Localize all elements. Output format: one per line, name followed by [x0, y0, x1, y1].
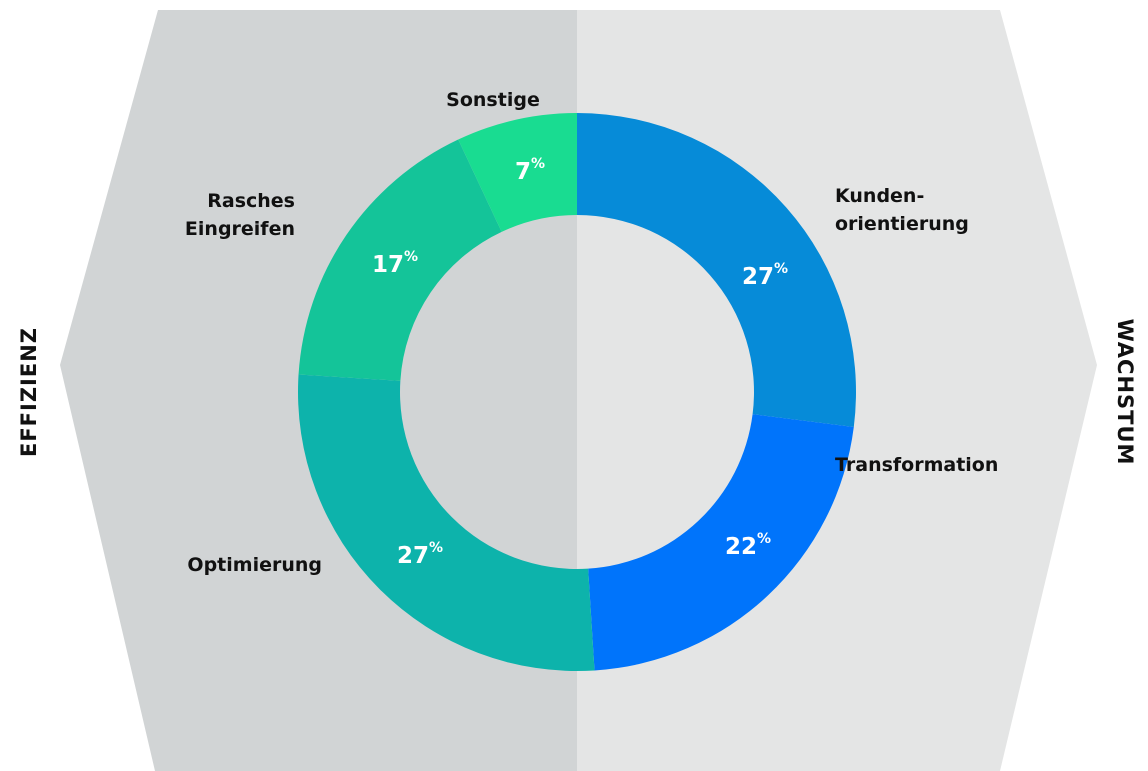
value-label: 7% — [515, 156, 545, 185]
slice-label: Rasches Eingreifen — [185, 190, 295, 240]
slice-label: Optimierung — [187, 554, 322, 576]
donut-slice — [588, 414, 854, 671]
value-label: 17% — [372, 249, 418, 278]
donut-slice — [458, 113, 577, 232]
slice-label: Kunden-orientierung — [835, 185, 969, 235]
value-label: 27% — [397, 540, 443, 569]
right-side-label: WACHSTUM — [1113, 319, 1137, 466]
slice-label: Transformation — [835, 454, 998, 476]
left-side-label: EFFIZIENZ — [17, 327, 41, 457]
value-label: 27% — [742, 261, 788, 290]
value-label: 22% — [725, 531, 771, 560]
slice-label: Sonstige — [446, 89, 540, 111]
donut-slice — [297, 374, 595, 671]
donut-slice — [577, 113, 857, 427]
donut-slice — [298, 139, 502, 381]
